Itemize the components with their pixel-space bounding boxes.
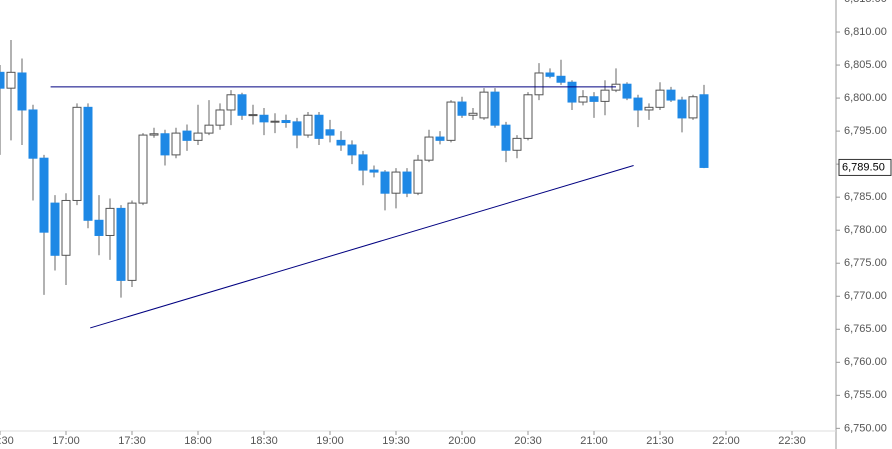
candle-body bbox=[0, 71, 5, 89]
y-tick-label: 6,755.00 bbox=[844, 389, 887, 401]
candle-body bbox=[193, 132, 203, 141]
x-tick-label: 18:30 bbox=[250, 435, 278, 447]
y-tick-label: 6,780.00 bbox=[844, 224, 887, 236]
last-price-label: 6,789.50 bbox=[842, 161, 885, 173]
candle-body bbox=[457, 101, 467, 116]
x-tick-label: 21:30 bbox=[646, 435, 674, 447]
x-tick-label: 22:00 bbox=[712, 435, 740, 447]
candle-body bbox=[479, 91, 489, 119]
candle-body bbox=[655, 89, 665, 108]
candle-body bbox=[94, 219, 104, 236]
x-tick-label: 21:00 bbox=[580, 435, 608, 447]
candle-body bbox=[72, 106, 82, 201]
candle-body bbox=[699, 94, 709, 168]
candle-body bbox=[413, 159, 423, 194]
candle-body bbox=[347, 144, 357, 156]
y-tick-label: 6,775.00 bbox=[844, 257, 887, 269]
candle-body bbox=[633, 97, 643, 111]
y-tick-label: 6,760.00 bbox=[844, 356, 887, 368]
candle-body bbox=[6, 71, 16, 89]
y-tick-label: 6,795.00 bbox=[844, 125, 887, 137]
candle-body bbox=[248, 114, 258, 117]
candle-body bbox=[39, 157, 49, 233]
candle-body bbox=[325, 129, 335, 136]
candle-body bbox=[512, 137, 522, 151]
y-tick-label: 6,810.00 bbox=[844, 26, 887, 38]
y-tick-label: 6,750.00 bbox=[844, 422, 887, 434]
x-tick-label: 18:00 bbox=[184, 435, 212, 447]
candle-body bbox=[182, 130, 192, 141]
y-tick-label: 6,765.00 bbox=[844, 323, 887, 335]
candle-body bbox=[270, 120, 280, 123]
x-tick-label: 20:30 bbox=[514, 435, 542, 447]
x-tick-label: 19:00 bbox=[316, 435, 344, 447]
candle-body bbox=[138, 134, 148, 204]
candle-body bbox=[501, 124, 511, 151]
candle-body bbox=[688, 96, 698, 119]
y-tick-label: 6,800.00 bbox=[844, 92, 887, 104]
y-tick-label: 6,785.00 bbox=[844, 191, 887, 203]
candle-body bbox=[160, 133, 170, 156]
x-tick-label: 17:00 bbox=[52, 435, 80, 447]
candle-body bbox=[204, 124, 214, 134]
candle-body bbox=[116, 207, 126, 281]
candle-body bbox=[28, 109, 38, 159]
candle-body bbox=[578, 96, 588, 103]
candle-body bbox=[424, 136, 434, 161]
x-tick-label: 20:00 bbox=[448, 435, 476, 447]
candle-body bbox=[666, 89, 676, 101]
candle-body bbox=[380, 171, 390, 194]
candle-body bbox=[589, 96, 599, 102]
candle-body bbox=[545, 72, 555, 77]
candle-body bbox=[358, 154, 368, 171]
candle-body bbox=[292, 121, 302, 136]
candle-body bbox=[435, 136, 445, 141]
y-tick-label: 6,770.00 bbox=[844, 290, 887, 302]
candle-body bbox=[171, 132, 181, 156]
candle-body bbox=[149, 133, 159, 136]
candle-body bbox=[50, 202, 60, 256]
candle-body bbox=[83, 106, 93, 221]
candle-body bbox=[281, 120, 291, 124]
candle-body bbox=[644, 106, 654, 111]
candle-body bbox=[567, 81, 577, 103]
last-price-box bbox=[838, 158, 892, 176]
candle-body bbox=[215, 109, 225, 126]
candle-body bbox=[622, 83, 632, 99]
candle-body bbox=[523, 94, 533, 139]
candle-body bbox=[303, 114, 313, 136]
x-tick-label: 16:30 bbox=[0, 435, 14, 447]
x-tick-label: 19:30 bbox=[382, 435, 410, 447]
candle-body bbox=[402, 171, 412, 194]
candle-body bbox=[226, 94, 236, 111]
candle-body bbox=[61, 199, 71, 256]
candle-body bbox=[127, 202, 137, 281]
candle-body bbox=[237, 94, 247, 116]
candle-body bbox=[259, 114, 269, 123]
candle-body bbox=[534, 72, 544, 96]
candle-body bbox=[369, 169, 379, 173]
candle-body bbox=[446, 101, 456, 141]
candle-body bbox=[490, 91, 500, 126]
candle-body bbox=[336, 139, 346, 146]
candle-body bbox=[17, 72, 27, 111]
candle-body bbox=[314, 114, 324, 139]
y-tick-label: 6,815.00 bbox=[844, 0, 887, 5]
candle-body bbox=[677, 99, 687, 119]
candle-body bbox=[468, 112, 478, 116]
candle-body bbox=[391, 171, 401, 194]
x-tick-label: 22:30 bbox=[778, 435, 806, 447]
y-tick-label: 6,805.00 bbox=[844, 59, 887, 71]
candle-body bbox=[600, 89, 610, 102]
x-tick-label: 17:30 bbox=[118, 435, 146, 447]
trend-line bbox=[90, 164, 634, 329]
candle-body bbox=[105, 207, 115, 236]
candle-body bbox=[556, 75, 566, 83]
